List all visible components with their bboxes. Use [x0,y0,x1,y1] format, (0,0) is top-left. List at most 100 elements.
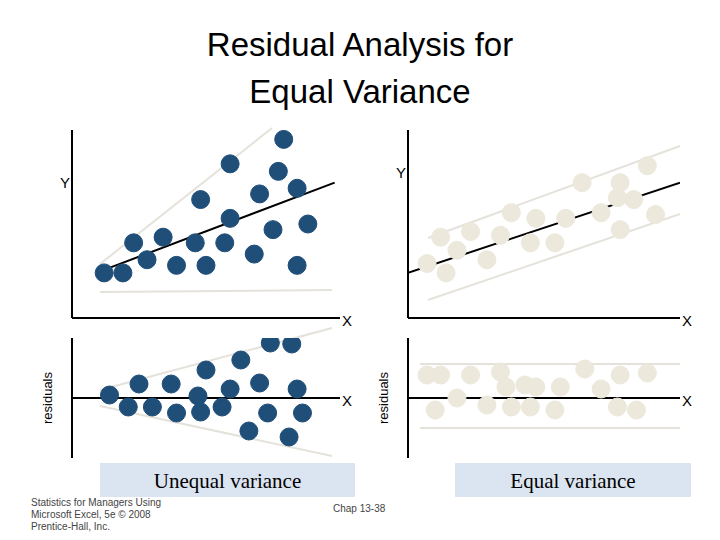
point [275,130,293,148]
page-number: Chap 13-38 [333,503,386,514]
point [576,360,594,378]
point [259,404,277,422]
point [527,209,545,227]
point [491,226,509,244]
point [418,254,436,272]
point [627,401,645,419]
point [138,251,156,269]
point [125,234,143,252]
point [497,378,515,396]
point [143,398,161,416]
point [546,401,564,419]
chart: Xresiduals [40,328,352,458]
point [432,366,450,384]
x-axis [72,317,340,319]
point [611,366,629,384]
x-label: X [682,392,692,409]
trend-line [408,183,680,273]
point [95,264,113,282]
caption: Unequal variance [154,469,302,493]
point [625,191,643,209]
point [186,234,204,252]
point [280,428,298,446]
chart: Xresiduals [376,338,692,458]
point [432,228,450,246]
point [197,256,215,274]
plot-area [95,130,334,281]
point [168,404,186,422]
x-axis [408,317,680,319]
point [162,375,180,393]
point [288,380,306,398]
point [551,378,569,396]
y-label: residuals [40,371,55,424]
point [647,206,665,224]
plot-area [418,360,656,419]
point [288,179,306,197]
point [221,155,239,173]
point [638,157,656,175]
x-label: X [342,312,352,329]
point [608,398,626,416]
point [269,162,287,180]
point [114,264,132,282]
point [527,378,545,396]
point [216,234,234,252]
point [611,174,629,192]
point [592,380,610,398]
point [154,228,172,246]
point [101,386,119,404]
point [573,174,591,192]
point [197,361,215,379]
caption: Equal variance [510,469,635,493]
footer: Microsoft Excel, 5e © 2008 [31,509,151,520]
y-label: residuals [376,371,391,424]
title: Equal Variance [249,73,470,110]
point [592,204,610,222]
point [478,396,496,414]
point [192,191,210,209]
envelope [420,363,680,365]
point [611,221,629,239]
point [192,403,210,421]
point [213,398,231,416]
point [251,185,269,203]
point [448,241,466,259]
y-axis [407,130,409,318]
point [189,387,207,405]
point [557,209,575,227]
caption-box [100,463,355,497]
point [546,234,564,252]
point [251,374,269,392]
x-label: X [342,392,352,409]
footer: Statistics for Managers Using [31,497,161,508]
point [502,398,520,416]
envelope [100,290,332,292]
point [168,256,186,274]
point [478,251,496,269]
point [221,380,239,398]
title: Residual Analysis for [207,26,513,63]
x-label: X [682,312,692,329]
plot-area [101,338,312,446]
point [283,338,301,353]
caption-box [455,463,691,497]
point [448,389,466,407]
point [288,256,306,274]
point [130,375,148,393]
point [462,223,480,241]
envelope [100,128,272,264]
point [221,209,239,227]
plot-area [408,157,680,282]
envelope [420,427,680,429]
point [245,245,263,263]
point [299,215,317,233]
chart: XY [60,128,352,329]
point [502,204,520,222]
point [638,364,656,382]
point [293,404,311,422]
point [261,338,279,352]
footer: Prentice-Hall, Inc. [31,521,110,532]
chart: XY [396,130,692,329]
envelope [428,214,680,300]
